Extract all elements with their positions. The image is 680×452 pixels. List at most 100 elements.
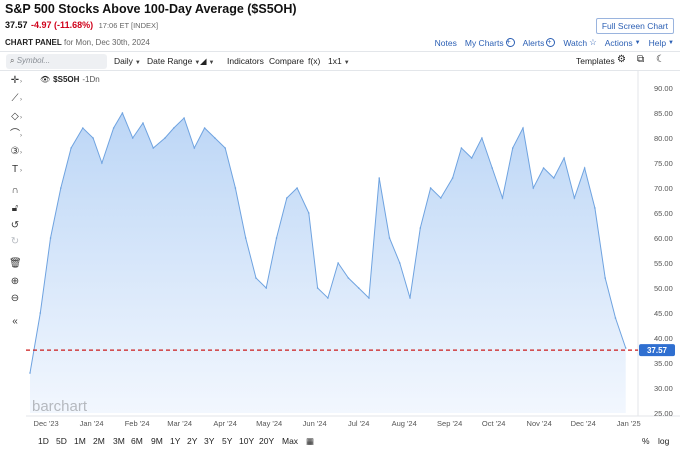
lock-icon[interactable]: 🔓︎	[11, 203, 19, 214]
range-6m-button[interactable]: 6M	[131, 436, 143, 446]
calendar-icon[interactable]: ▦	[306, 436, 315, 446]
compare-button[interactable]: Compare	[269, 56, 304, 66]
date-range-label: Date Range	[147, 56, 193, 66]
fx-button[interactable]: f(x)	[308, 56, 321, 66]
range-1m-button[interactable]: 1M	[74, 436, 86, 446]
range-1y-button[interactable]: 1Y	[170, 436, 181, 446]
quote-time: 17:06 ET [INDEX]	[98, 21, 159, 30]
help-menu[interactable]: Help ▼	[649, 38, 674, 48]
y-tick-label: 50.00	[654, 284, 673, 293]
data-point	[101, 162, 103, 164]
data-point	[244, 237, 247, 239]
alerts-link[interactable]: Alerts +	[523, 38, 556, 48]
last-price-tag	[639, 344, 675, 357]
layout-dropdown[interactable]: 1x1 ▼	[328, 56, 350, 66]
x-tick-label: Mar '24	[167, 419, 192, 428]
data-point	[142, 122, 144, 124]
data-point	[347, 277, 350, 279]
help-label: Help	[648, 37, 667, 48]
y-tick-label: 35.00	[654, 359, 673, 368]
data-point	[511, 147, 514, 149]
x-tick-label: Jan '24	[80, 419, 104, 428]
drawing-tools: ✛ › ⟋ › ◇ › ⌒ › ③ › T › ∩ 🔓︎ ↺ ↻ 🗑︎ ⊕ ⊖ «	[0, 71, 26, 431]
chevron-right-icon: ›	[20, 115, 22, 121]
data-point	[327, 297, 329, 299]
range-5y-button[interactable]: 5Y	[222, 436, 233, 446]
magnet-icon[interactable]: ∩	[11, 185, 19, 196]
range-20y-button[interactable]: 20Y	[259, 436, 275, 446]
range-2y-button[interactable]: 2Y	[187, 436, 198, 446]
chart-legend: 👁︎ $S5OH -1Dn	[40, 75, 100, 84]
shape-icon[interactable]: ◇	[11, 111, 19, 122]
text-icon[interactable]: T	[11, 164, 19, 175]
data-point	[409, 297, 411, 299]
y-tick-label: 55.00	[654, 259, 673, 268]
data-point	[39, 312, 42, 314]
collapse-icon[interactable]: «	[12, 316, 18, 327]
data-point	[265, 287, 268, 289]
full-screen-chart-button[interactable]: Full Screen Chart	[595, 18, 674, 34]
x-tick-label: Jan '25	[617, 419, 641, 428]
my-charts-link[interactable]: My Charts +	[465, 38, 515, 48]
data-point	[234, 187, 237, 189]
data-point	[121, 112, 124, 114]
date-range-dropdown[interactable]: Date Range ▼	[147, 56, 200, 66]
arc-icon[interactable]: ⌒	[10, 129, 20, 140]
range-10y-button[interactable]: 10Y	[239, 436, 255, 446]
y-tick-label: 70.00	[654, 184, 673, 193]
chart-type-dropdown[interactable]: ◢ ▼	[200, 56, 215, 67]
x-tick-label: May '24	[256, 419, 282, 428]
watch-link[interactable]: Watch ☆	[563, 37, 596, 48]
data-point	[82, 127, 84, 129]
crosshair-icon[interactable]: ✛	[10, 75, 20, 86]
chevron-right-icon: ›	[20, 97, 22, 103]
y-tick-label: 65.00	[654, 209, 673, 218]
data-point	[172, 127, 175, 129]
data-point	[296, 187, 298, 189]
price-chart[interactable]: 90.00 85.00 80.00 75.00 70.00 65.00 60.00 55.00…	[26, 71, 680, 431]
interval-label: Daily	[114, 56, 133, 66]
log-toggle[interactable]: log	[658, 436, 670, 446]
data-point	[183, 117, 185, 119]
percent-toggle[interactable]: %	[642, 436, 650, 446]
x-tick-label: Jun '24	[303, 419, 327, 428]
data-point	[451, 177, 454, 179]
templates-button[interactable]: Templates	[576, 56, 615, 66]
zoom-in-icon[interactable]: ⊕	[10, 276, 20, 287]
fibonacci-icon[interactable]: ③	[10, 146, 20, 157]
data-point	[378, 177, 381, 179]
chevron-down-icon: ▼	[194, 60, 201, 66]
chevron-down-icon: ▼	[208, 60, 215, 66]
indicators-button[interactable]: Indicators	[227, 56, 264, 66]
redo-icon[interactable]: ↻	[10, 236, 20, 247]
gear-icon[interactable]: ⚙	[617, 54, 626, 65]
y-tick-label: 45.00	[654, 309, 673, 318]
data-point	[522, 127, 524, 129]
symbol-search-input[interactable]: ⌕ Symbol...	[6, 54, 107, 69]
notes-link[interactable]: Notes	[435, 38, 457, 48]
range-2m-button[interactable]: 2M	[93, 436, 105, 446]
y-tick-label: 30.00	[654, 384, 673, 393]
range-1d-button[interactable]: 1D	[38, 436, 49, 446]
camera-icon[interactable]: ⧉	[637, 54, 645, 65]
range-3y-button[interactable]: 3Y	[204, 436, 215, 446]
x-tick-label: Dec '23	[34, 419, 59, 428]
moon-icon[interactable]: ☾	[656, 54, 665, 65]
trash-icon[interactable]: 🗑︎	[9, 258, 22, 269]
eye-icon[interactable]: 👁︎	[40, 75, 51, 84]
zoom-out-icon[interactable]: ⊖	[10, 293, 20, 304]
data-point	[285, 197, 288, 199]
interval-dropdown[interactable]: Daily ▼	[114, 56, 141, 66]
legend-suffix: -1Dn	[82, 75, 100, 84]
undo-icon[interactable]: ↺	[10, 220, 20, 231]
range-9m-button[interactable]: 9M	[151, 436, 163, 446]
data-point	[542, 167, 545, 169]
actions-menu[interactable]: Actions ▼	[605, 38, 641, 48]
data-point	[316, 287, 319, 289]
range-max-button[interactable]: Max	[282, 436, 299, 446]
data-point	[460, 147, 463, 149]
range-5d-button[interactable]: 5D	[56, 436, 67, 446]
trendline-icon[interactable]: ⟋	[11, 93, 19, 104]
data-point	[275, 237, 278, 239]
range-3m-button[interactable]: 3M	[113, 436, 125, 446]
